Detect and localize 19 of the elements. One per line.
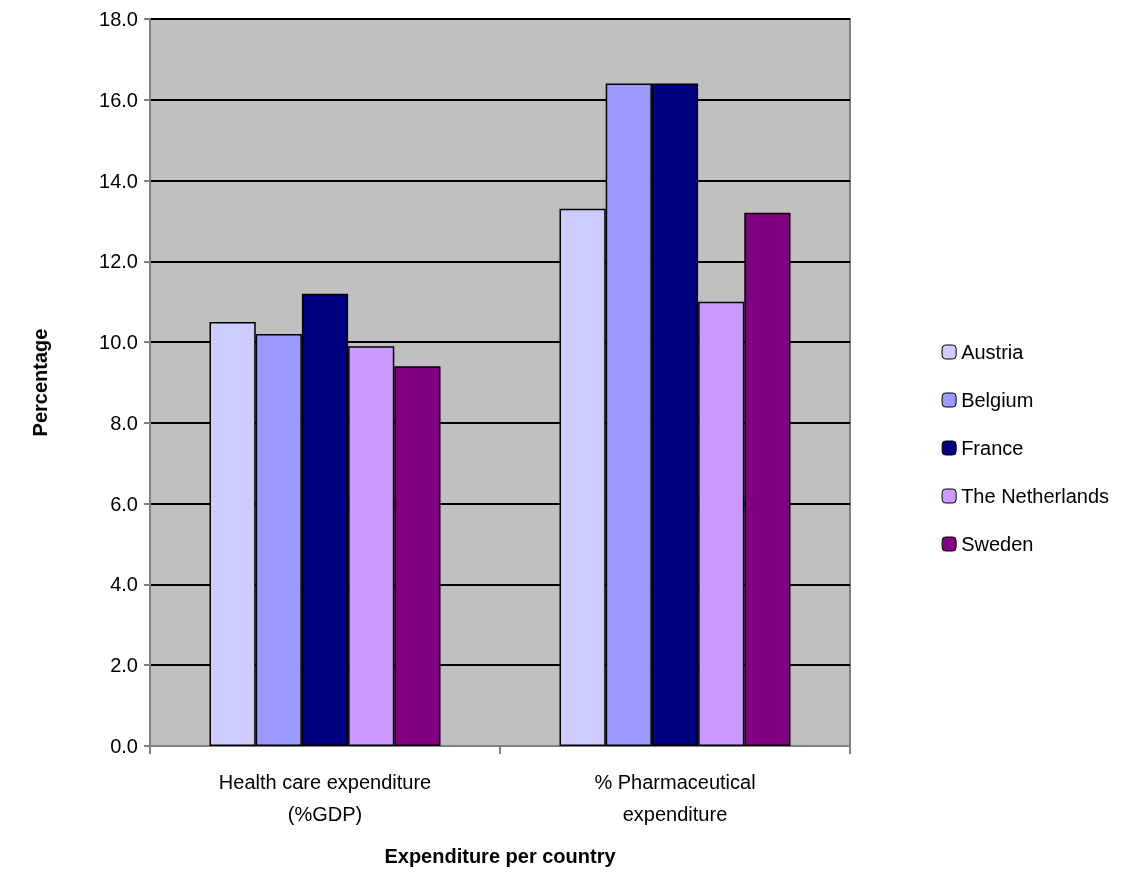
x-tick-label: % Pharmaceutical expenditure [594,771,756,825]
y-tick-label: 8.0 [110,411,138,434]
y-tick-label: 4.0 [110,573,138,596]
y-tick-label: 0.0 [110,735,138,757]
legend-label: Sweden [961,533,1034,555]
legend-label: Austria [961,341,1025,363]
y-tick-label: 12.0 [99,250,138,273]
legend-label: Belgium [961,389,1034,411]
y-tick-label: 6.0 [110,492,138,515]
y-tick-label: 2.0 [110,654,138,677]
y-tick-label: 14.0 [99,169,138,192]
x-tick-label: Health care expenditure (%GDP) [218,771,432,825]
y-axis-title: Percentage [29,328,51,437]
y-tick-label: 10.0 [99,331,138,354]
legend-label: The Netherlands [961,485,1110,507]
x-axis-title: Expenditure per country [384,845,617,867]
y-tick-label: 16.0 [99,88,138,111]
legend-label: France [961,437,1024,459]
y-tick-label: 18.0 [99,8,138,30]
